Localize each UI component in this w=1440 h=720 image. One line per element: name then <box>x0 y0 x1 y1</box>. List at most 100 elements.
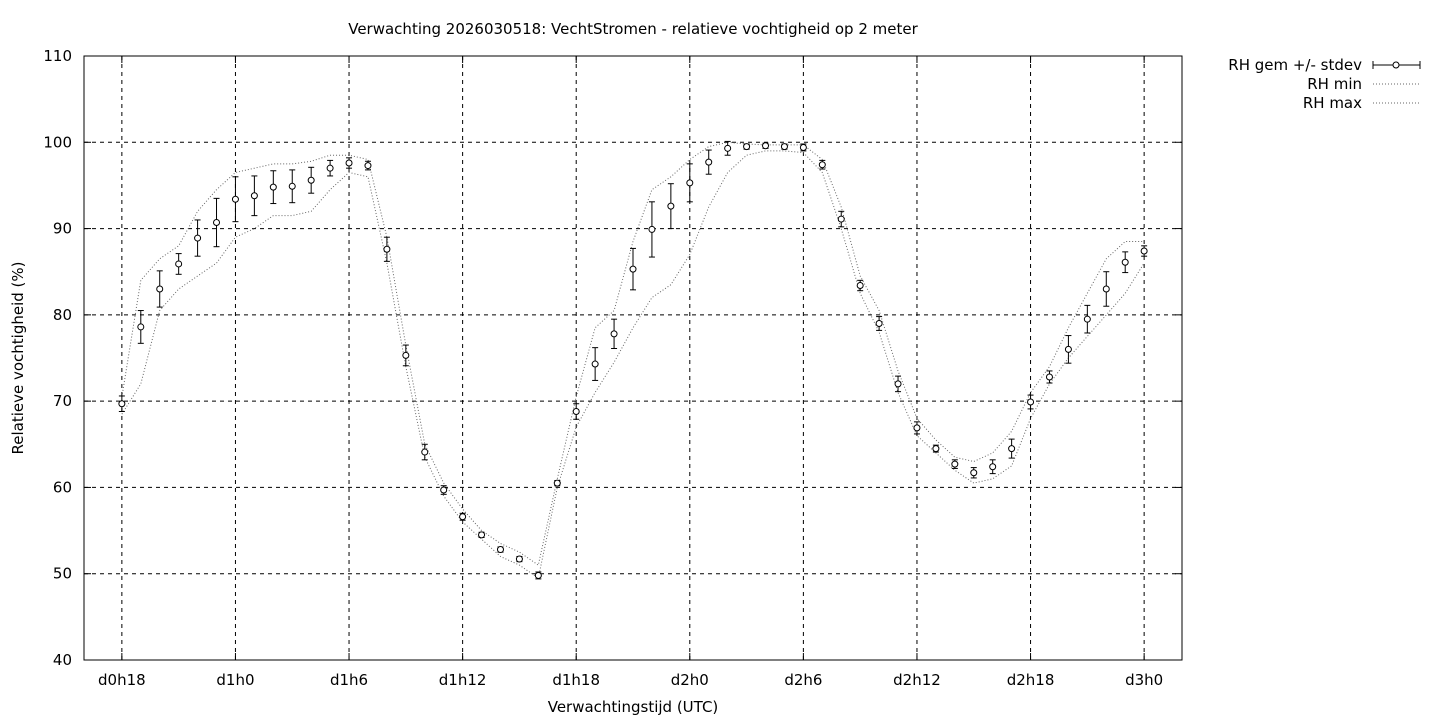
data-point <box>894 380 902 388</box>
data-point <box>1140 247 1148 255</box>
errorbar-point <box>1102 271 1110 307</box>
data-point <box>856 282 864 290</box>
data-point <box>213 219 221 227</box>
errorbar-point <box>686 163 694 203</box>
errorbar-point <box>1045 370 1053 384</box>
data-point <box>743 143 751 151</box>
errorbar-point <box>610 318 618 350</box>
data-point <box>326 164 334 172</box>
errorbar-point <box>572 403 580 420</box>
errorbar-point <box>421 443 429 461</box>
errorbar-point <box>989 459 997 475</box>
errorbar-point <box>118 395 126 412</box>
errorbar-point <box>1140 245 1148 257</box>
data-point <box>194 234 202 242</box>
errorbar-point <box>856 279 864 292</box>
series-lines <box>121 141 1145 579</box>
errorbar-point <box>1027 394 1035 410</box>
errorbar-point <box>459 512 467 521</box>
errorbar-point <box>288 169 296 204</box>
y-tick-label: 40 <box>53 651 72 669</box>
data-point <box>1083 315 1091 323</box>
data-point <box>610 330 618 338</box>
errorbar-point <box>194 219 202 257</box>
data-point <box>364 162 372 170</box>
errorbar-point <box>231 176 239 223</box>
y-axis: 40 50 60 70 80 90 100 110 <box>43 47 1182 669</box>
errorbar-point <box>213 197 221 248</box>
errorbar-point <box>515 555 523 563</box>
x-tick-label: d2h18 <box>1007 671 1055 689</box>
x-tick-label: d2h12 <box>893 671 941 689</box>
legend-label: RH gem +/- stdev <box>1228 56 1362 74</box>
data-point <box>818 161 826 169</box>
errorbar-point <box>383 236 391 262</box>
x-tick-label: d1h12 <box>439 671 487 689</box>
data-point <box>307 176 315 184</box>
legend-label: RH max <box>1303 94 1362 112</box>
data-point <box>705 158 713 166</box>
data-point <box>724 144 732 152</box>
errorbar-point <box>724 140 732 156</box>
data-point <box>440 486 448 494</box>
data-point <box>1045 373 1053 381</box>
x-tick-label: d0h18 <box>98 671 146 689</box>
y-tick-label: 80 <box>53 306 72 324</box>
data-point <box>231 195 239 203</box>
errorbar-point <box>137 310 145 344</box>
y-tick-label: 100 <box>43 133 72 151</box>
errorbar-point <box>913 421 921 435</box>
errorbar-point <box>837 210 845 228</box>
errorbar-point <box>951 459 959 469</box>
errorbar-point <box>440 485 448 495</box>
chart-title: Verwachting 2026030518: VechtStromen - r… <box>348 20 918 38</box>
x-tick-label: d1h6 <box>330 671 368 689</box>
errorbar-point <box>762 142 770 150</box>
errorbar-point <box>648 201 656 258</box>
data-point <box>951 460 959 468</box>
data-point <box>970 469 978 477</box>
data-point <box>459 513 467 521</box>
y-tick-label: 90 <box>53 220 72 238</box>
x-axis-label: Verwachtingstijd (UTC) <box>548 698 719 716</box>
data-point <box>534 571 542 579</box>
legend-swatch-marker <box>1392 61 1400 69</box>
rh-min-line <box>121 150 1145 579</box>
data-point <box>1102 285 1110 293</box>
data-point <box>250 192 258 200</box>
x-tick-label: d2h6 <box>784 671 822 689</box>
data-point <box>591 360 599 368</box>
data-point <box>1121 258 1129 266</box>
data-point <box>402 351 410 359</box>
y-axis-label: Relatieve vochtigheid (%) <box>9 261 27 454</box>
errorbar-point <box>1121 251 1129 274</box>
errorbar-point <box>629 247 637 291</box>
x-tick-label: d2h0 <box>671 671 709 689</box>
errorbar-point <box>478 531 486 539</box>
errorbar-point <box>894 375 902 393</box>
plot-frame <box>83 55 1183 661</box>
data-point <box>667 202 675 210</box>
errorbar-point <box>780 143 788 151</box>
errorbar-point <box>496 546 504 554</box>
data-point <box>913 424 921 432</box>
data-point <box>345 159 353 167</box>
y-tick-label: 60 <box>53 478 72 496</box>
data-point <box>875 319 883 327</box>
data-point <box>269 183 277 191</box>
data-point <box>156 285 164 293</box>
grid <box>84 56 1182 660</box>
errorbar-point <box>156 270 164 308</box>
errorbar-point <box>534 571 542 580</box>
errorbar-point <box>818 159 826 170</box>
data-point <box>478 531 486 539</box>
data-point <box>1008 445 1016 453</box>
data-point <box>799 143 807 151</box>
errorbar-series <box>118 140 1148 580</box>
data-point <box>837 215 845 223</box>
data-point <box>1064 345 1072 353</box>
data-point <box>515 555 523 563</box>
errorbar-point <box>364 160 372 171</box>
